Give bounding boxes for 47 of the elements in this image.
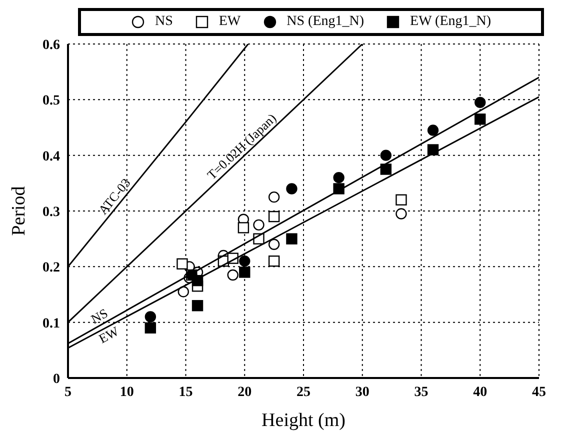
x-tick-label: 20 <box>238 384 252 400</box>
point <box>178 286 189 298</box>
point <box>239 256 250 267</box>
point <box>474 96 486 108</box>
point <box>427 124 439 136</box>
legend-label: NS (Eng1_N) <box>286 14 364 30</box>
y-axis-title: Period <box>8 186 30 236</box>
point <box>380 164 392 175</box>
x-tick-label: 45 <box>532 384 546 400</box>
point <box>286 183 298 194</box>
legend-label: EW <box>218 14 241 30</box>
y-tick-label: 0 <box>53 372 60 387</box>
point <box>286 233 298 244</box>
point <box>268 256 280 267</box>
point <box>227 269 238 281</box>
point <box>333 172 344 184</box>
point <box>268 238 280 250</box>
point <box>144 311 156 322</box>
point <box>268 191 280 203</box>
x-tick-label: 30 <box>355 384 370 400</box>
y-tick-label: 0.5 <box>42 94 60 109</box>
point <box>192 300 204 312</box>
x-tick-label: 40 <box>473 384 488 400</box>
y-tick-label: 0.6 <box>42 38 60 53</box>
point <box>238 222 250 234</box>
point <box>176 258 188 270</box>
point <box>239 266 250 278</box>
x-tick-label: 5 <box>64 384 72 400</box>
point <box>396 194 407 206</box>
x-tick-label: 25 <box>296 384 310 400</box>
y-tick-label: 0.1 <box>42 316 60 332</box>
y-tick-label: 0.2 <box>42 260 60 276</box>
legend-label: EW (Eng1_N) <box>410 14 492 30</box>
legend-label: NS <box>154 14 173 30</box>
x-tick-label: 10 <box>120 384 134 400</box>
x-axis-title: Height (m) <box>262 410 346 431</box>
point <box>474 114 486 125</box>
point <box>253 219 264 231</box>
y-tick-label: 0.4 <box>42 149 60 164</box>
point <box>380 150 392 161</box>
x-tick-label: 15 <box>178 384 193 400</box>
point <box>396 208 407 220</box>
point <box>268 210 280 222</box>
y-tick-label: 0.3 <box>42 204 60 220</box>
point <box>333 183 344 194</box>
point <box>144 322 156 334</box>
x-tick-label: 35 <box>414 384 428 400</box>
